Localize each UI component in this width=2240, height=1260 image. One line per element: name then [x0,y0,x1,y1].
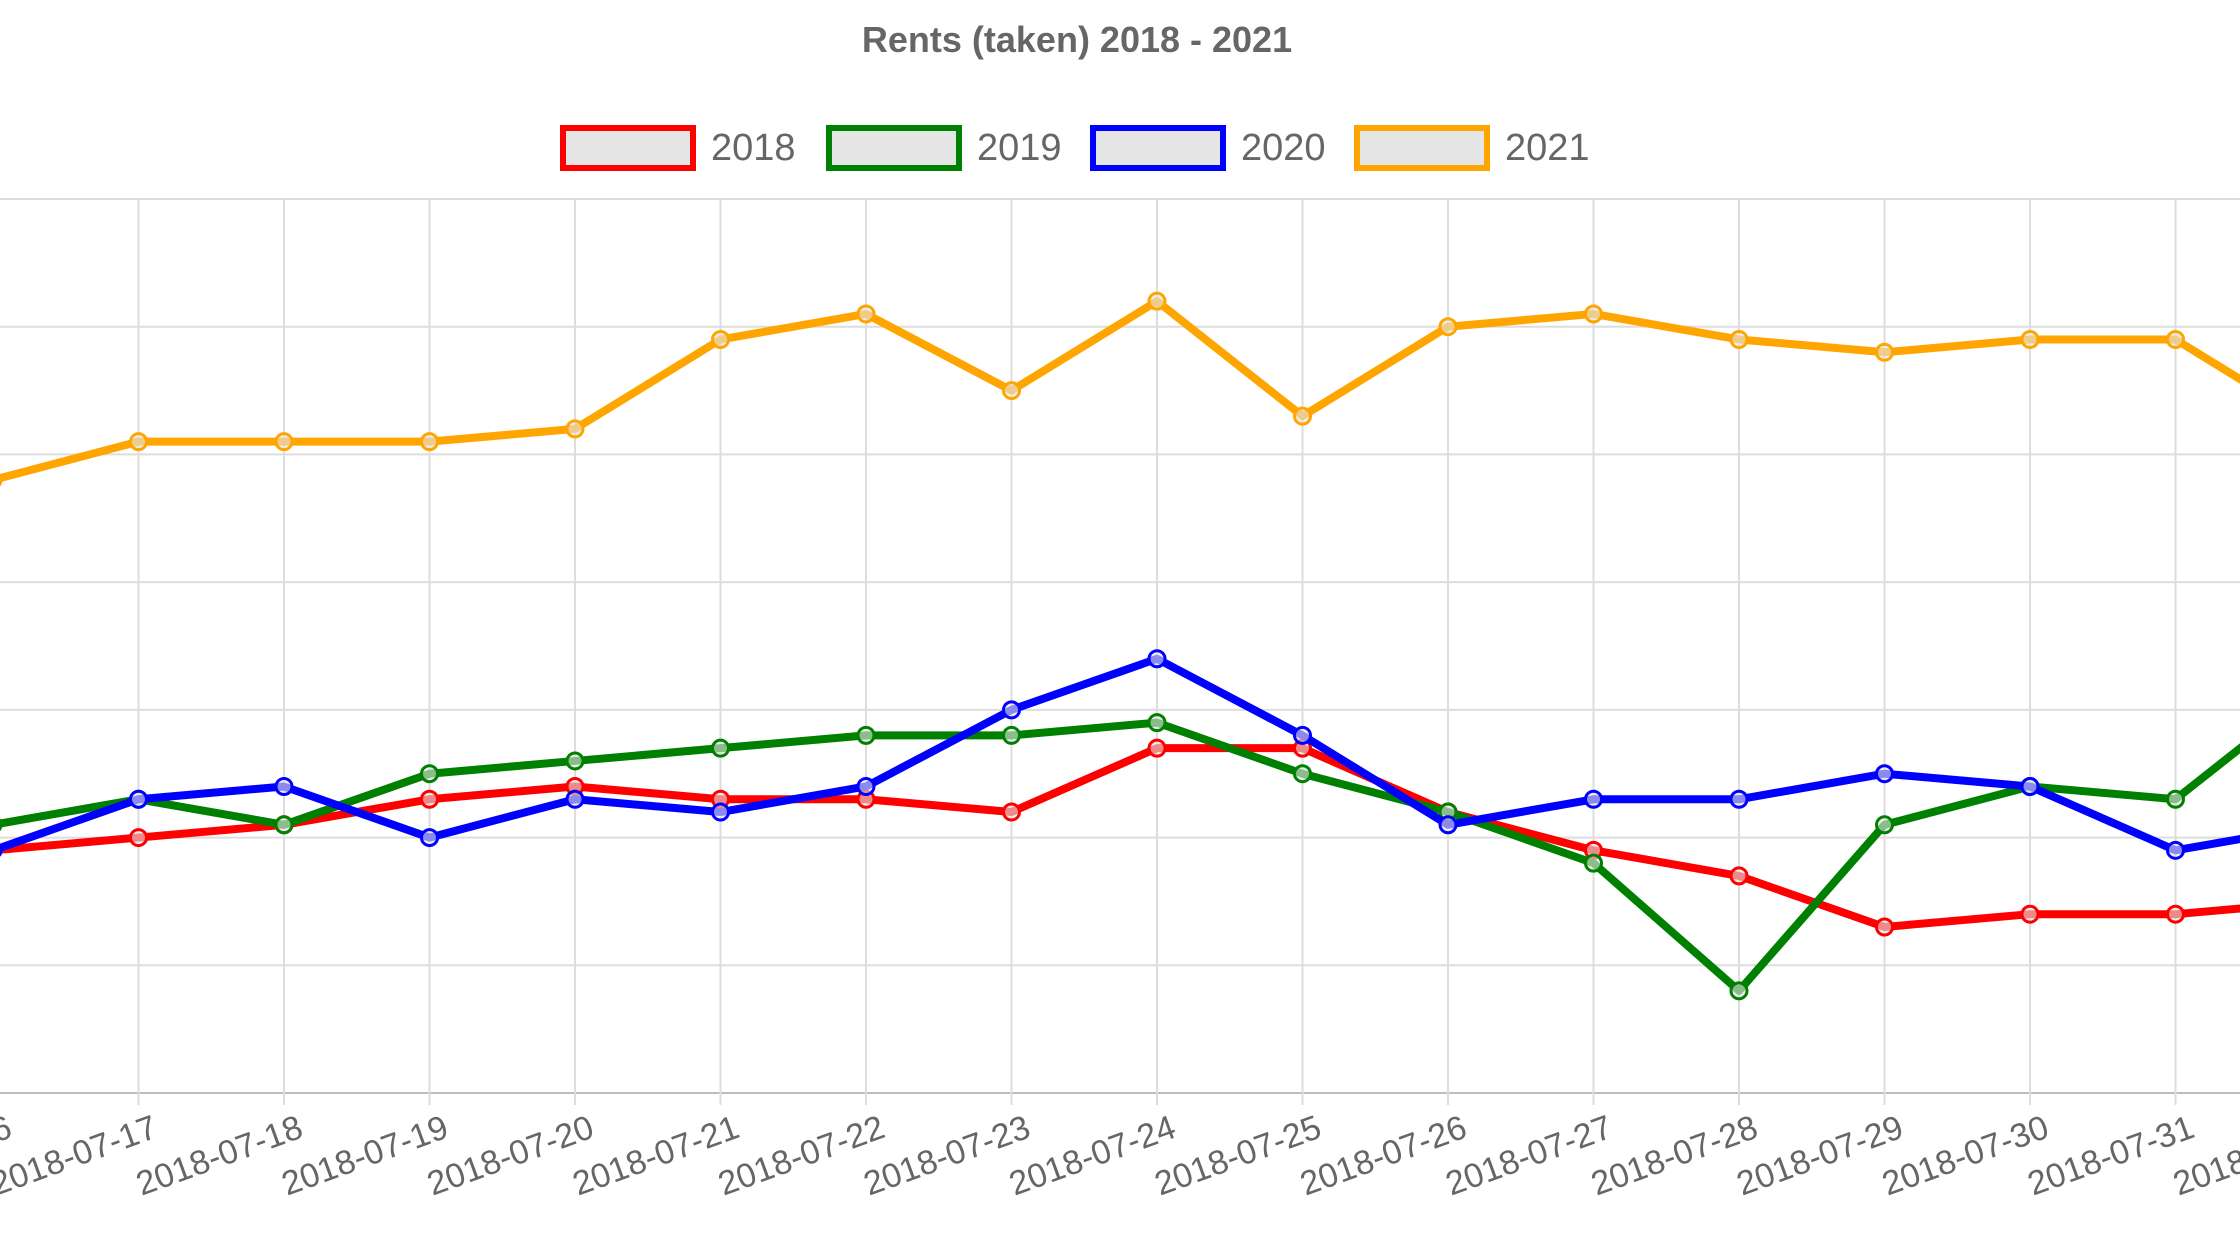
x-tick-label: 2018-07-24 [1004,1108,1180,1203]
data-point-2018[interactable] [420,789,439,809]
data-point-2020[interactable] [274,776,294,796]
data-point-2019[interactable] [1293,764,1312,784]
data-point-2020[interactable] [1875,764,1894,784]
data-point-2020[interactable] [1002,700,1021,720]
chart-series [0,291,2240,1001]
chart-legend: 2018 2019 2020 2021 [560,125,1590,171]
x-tick-label: 2018-07-18 [131,1108,307,1203]
data-point-2018[interactable] [1002,802,1021,822]
data-point-2018[interactable] [129,828,148,848]
data-point-2019[interactable] [1729,981,1749,1001]
data-point-2018[interactable] [2166,904,2185,924]
data-point-2019[interactable] [1147,713,1167,733]
data-point-2020[interactable] [129,789,148,809]
data-point-2021[interactable] [565,419,585,439]
legend-label: 2020 [1241,127,1326,169]
data-point-2021[interactable] [2166,329,2185,349]
x-tick-label: 2018-07-22 [713,1108,889,1203]
data-point-2021[interactable] [1147,291,1167,311]
x-tick-label: 2018-07-19 [277,1108,453,1203]
data-point-2018[interactable] [1875,917,1894,937]
chart-title: Rents (taken) 2018 - 2021 [862,19,1292,60]
data-point-2021[interactable] [1729,329,1749,349]
data-point-2019[interactable] [0,817,3,833]
x-tick-label: 2018-07-27 [1441,1108,1617,1203]
data-point-2021[interactable] [420,432,439,452]
x-tick-label: 2018-07-20 [422,1108,598,1203]
data-point-2018[interactable] [1729,866,1749,886]
data-point-2020[interactable] [0,842,3,858]
x-tick-label: 2018-07-29 [1732,1108,1908,1203]
x-tick-label: 2018-07-30 [1877,1108,2053,1203]
chart-grid [0,198,2240,1105]
legend-swatch [1354,125,1490,171]
x-tick-label: 2018-07-17 [0,1108,162,1203]
data-point-2021[interactable] [1002,381,1021,401]
data-point-2021[interactable] [2020,329,2040,349]
legend-swatch [560,125,696,171]
data-point-2021[interactable] [1584,304,1603,324]
data-point-2019[interactable] [420,764,439,784]
series-line-2021 [0,297,2240,483]
x-tick-label: 2018-07-21 [568,1108,744,1203]
data-point-2018[interactable] [1147,738,1167,758]
x-tick-label: 2018-07-23 [859,1108,1035,1203]
data-point-2019[interactable] [711,738,730,758]
x-tick-label: 2018-07-28 [1586,1108,1762,1203]
data-point-2020[interactable] [2166,840,2185,860]
data-point-2019[interactable] [565,751,585,771]
x-axis-ticks: 2018-07-162018-07-172018-07-182018-07-19… [0,1108,2240,1203]
data-point-2020[interactable] [1729,789,1749,809]
data-point-2021[interactable] [0,472,3,488]
data-point-2020[interactable] [1438,815,1458,835]
data-point-2019[interactable] [1584,853,1603,873]
data-point-2019[interactable] [1002,725,1021,745]
legend-swatch [1090,125,1226,171]
legend-swatch [826,125,962,171]
data-point-2021[interactable] [129,432,148,452]
data-point-2018[interactable] [2020,904,2040,924]
data-point-2020[interactable] [420,828,439,848]
data-point-2021[interactable] [856,304,876,324]
data-point-2020[interactable] [2020,776,2040,796]
data-point-2021[interactable] [1293,406,1312,426]
x-tick-label: 2018-07-31 [2023,1108,2199,1203]
data-point-2020[interactable] [1147,649,1167,669]
data-point-2020[interactable] [711,802,730,822]
data-point-2021[interactable] [274,432,294,452]
data-point-2019[interactable] [856,725,876,745]
data-point-2020[interactable] [856,776,876,796]
data-point-2021[interactable] [1875,342,1894,362]
x-tick-label: 2018-07-25 [1150,1108,1326,1203]
legend-label: 2018 [711,127,796,169]
data-point-2019[interactable] [2166,789,2185,809]
data-point-2019[interactable] [274,815,294,835]
data-point-2020[interactable] [1293,725,1312,745]
legend-label: 2021 [1505,127,1590,169]
x-tick-label: 2018-07-26 [1295,1108,1471,1203]
data-point-2021[interactable] [1438,317,1458,337]
data-point-2019[interactable] [1875,815,1894,835]
data-point-2020[interactable] [565,789,585,809]
data-point-2020[interactable] [1584,789,1603,809]
data-point-2021[interactable] [711,329,730,349]
legend-label: 2019 [977,127,1062,169]
